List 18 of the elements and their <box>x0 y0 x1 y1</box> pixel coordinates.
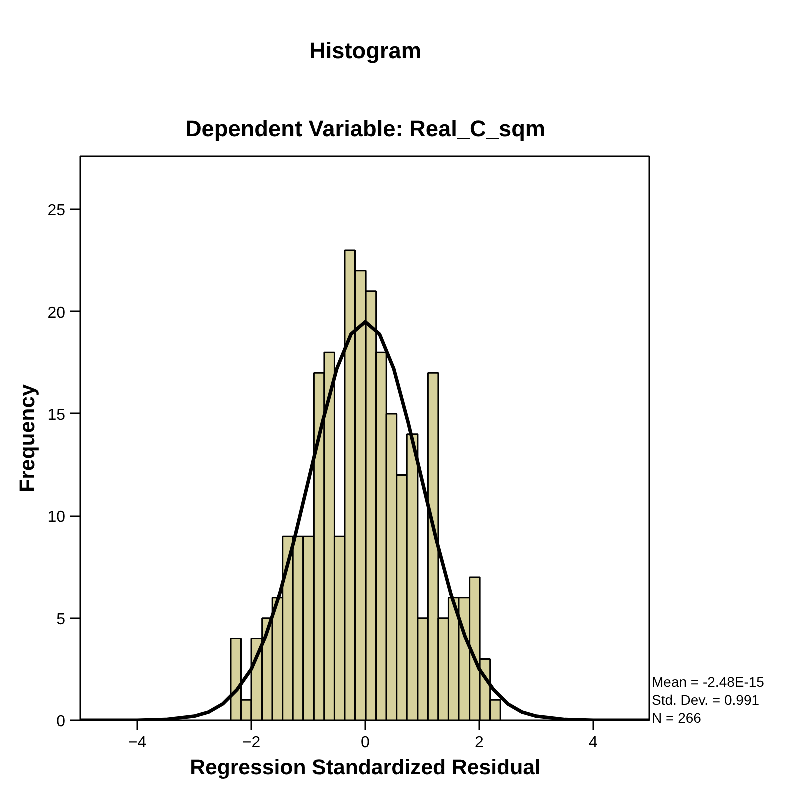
chart-subtitle: Dependent Variable: Real_C_sqm <box>185 116 546 142</box>
x-tick-label: 2 <box>475 734 484 752</box>
x-axis-title: Regression Standardized Residual <box>190 756 541 780</box>
y-axis-title: Frequency <box>16 384 40 492</box>
x-tick-label: −4 <box>128 734 147 752</box>
y-tick-label: 15 <box>48 406 66 424</box>
x-tick-label: 0 <box>361 734 370 752</box>
y-tick-label: 25 <box>48 202 66 220</box>
text: Mean = -2.48E-15 <box>652 674 764 690</box>
text: N = 266 <box>652 710 702 726</box>
chart-title: Histogram <box>309 38 422 64</box>
x-tick-label: 4 <box>589 734 598 752</box>
y-tick-label: 5 <box>56 611 66 628</box>
x-tick-label: −2 <box>242 734 261 752</box>
y-tick-label: 20 <box>48 304 66 322</box>
y-tick-label: 0 <box>56 714 66 730</box>
y-tick-label: 10 <box>48 509 66 526</box>
text: Std. Dev. = 0.991 <box>652 692 760 708</box>
